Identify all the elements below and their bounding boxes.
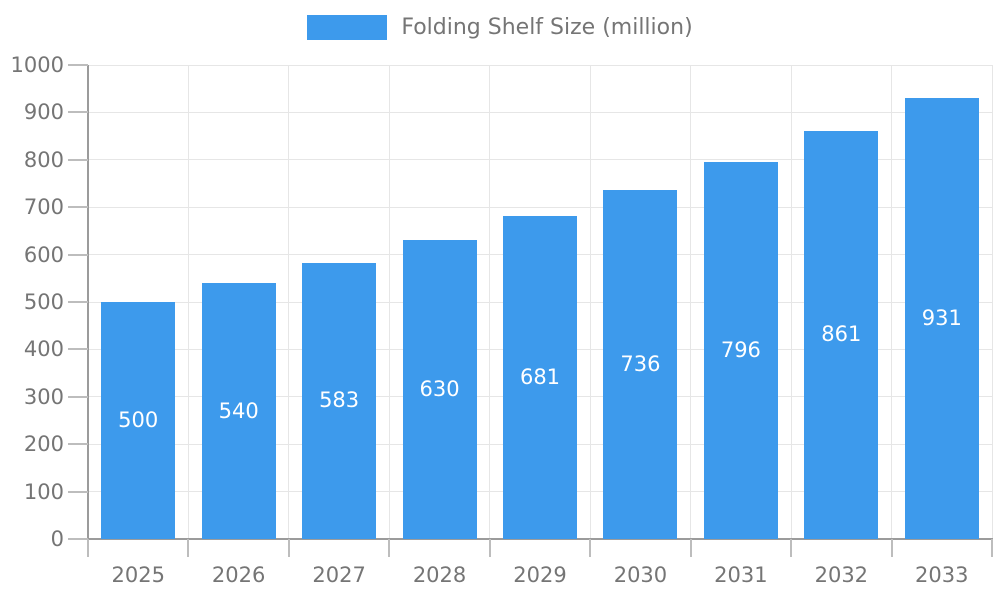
y-axis-tick — [68, 395, 88, 398]
legend-swatch-icon — [307, 15, 388, 40]
legend: Folding Shelf Size (million) — [0, 15, 1000, 40]
x-axis-tick — [187, 539, 190, 557]
y-tick-label: 0 — [50, 527, 64, 551]
legend-item-folding-shelf-size[interactable]: Folding Shelf Size (million) — [307, 15, 693, 40]
y-tick-label: 800 — [23, 147, 64, 172]
bar-value-label: 796 — [720, 337, 761, 362]
x-tick-label: 2030 — [613, 563, 668, 587]
x-axis-line — [87, 538, 993, 540]
bar-2032[interactable]: 861 — [804, 130, 879, 539]
gridline-vertical — [187, 65, 189, 539]
x-axis-tick — [388, 539, 391, 557]
y-axis-tick — [68, 538, 88, 540]
x-tick-label: 2027 — [312, 563, 366, 587]
legend-label: Folding Shelf Size (million) — [401, 15, 693, 40]
bar-2030[interactable]: 736 — [603, 190, 678, 539]
y-axis-tick — [68, 253, 88, 256]
y-tick-label: 400 — [23, 337, 64, 362]
y-tick-label: 200 — [23, 432, 64, 457]
x-axis-tick — [790, 539, 793, 557]
y-tick-label: 600 — [23, 242, 64, 267]
y-axis-tick — [68, 158, 88, 161]
y-axis-tick — [68, 206, 88, 209]
x-axis-tick — [890, 539, 893, 557]
gridline-horizontal — [88, 111, 992, 113]
bar-value-label: 583 — [319, 388, 360, 413]
x-tick-label: 2033 — [915, 563, 969, 587]
x-tick-label: 2025 — [111, 563, 165, 587]
gridline-vertical — [489, 65, 491, 539]
bar-value-label: 630 — [419, 377, 460, 402]
x-axis-tick — [287, 539, 290, 557]
x-tick-label: 2032 — [814, 563, 869, 587]
x-tick-label: 2028 — [412, 563, 467, 587]
gridline-vertical — [690, 65, 692, 539]
bar-value-label: 861 — [821, 322, 862, 347]
gridline-horizontal — [88, 206, 992, 208]
y-axis-tick — [68, 490, 88, 493]
y-axis-tick — [68, 111, 88, 114]
y-axis-tick — [68, 301, 88, 303]
x-axis-tick — [87, 539, 89, 557]
gridline-vertical — [288, 65, 290, 539]
gridline-horizontal — [88, 159, 992, 161]
y-tick-label: 500 — [23, 290, 64, 314]
gridline-vertical — [891, 65, 893, 539]
bar-value-label: 736 — [620, 352, 661, 377]
y-tick-label: 300 — [23, 384, 64, 409]
x-tick-label: 2029 — [513, 563, 567, 587]
bar-2031[interactable]: 796 — [703, 161, 778, 539]
gridline-horizontal — [88, 64, 992, 66]
x-tick-label: 2026 — [211, 563, 266, 587]
x-axis-tick — [589, 539, 592, 557]
gridline-vertical — [589, 65, 591, 539]
bar-value-label: 931 — [921, 305, 962, 330]
gridline-vertical — [790, 65, 792, 539]
y-axis-line — [87, 65, 89, 539]
bar-2029[interactable]: 681 — [503, 216, 577, 539]
bar-2033[interactable]: 931 — [904, 97, 979, 539]
bar-2028[interactable]: 630 — [402, 240, 477, 539]
x-axis-tick — [991, 539, 993, 557]
bar-value-label: 500 — [118, 408, 159, 432]
y-tick-label: 900 — [23, 100, 64, 125]
y-tick-label: 1000 — [10, 53, 64, 77]
gridline-vertical — [388, 65, 390, 539]
y-axis-tick — [68, 64, 88, 66]
bar-2027[interactable]: 583 — [302, 262, 377, 539]
gridline-vertical — [991, 65, 993, 539]
bar-2025[interactable]: 500 — [101, 302, 176, 539]
bar-value-label: 681 — [519, 365, 561, 390]
y-axis-tick — [68, 348, 88, 351]
y-tick-label: 100 — [23, 479, 64, 504]
x-axis-tick — [689, 539, 692, 557]
x-axis-tick — [488, 539, 491, 557]
bar-2026[interactable]: 540 — [201, 283, 276, 539]
x-tick-label: 2031 — [714, 563, 768, 587]
y-axis-tick — [68, 443, 88, 446]
y-tick-label: 700 — [23, 195, 64, 220]
bar-value-label: 540 — [218, 398, 259, 423]
